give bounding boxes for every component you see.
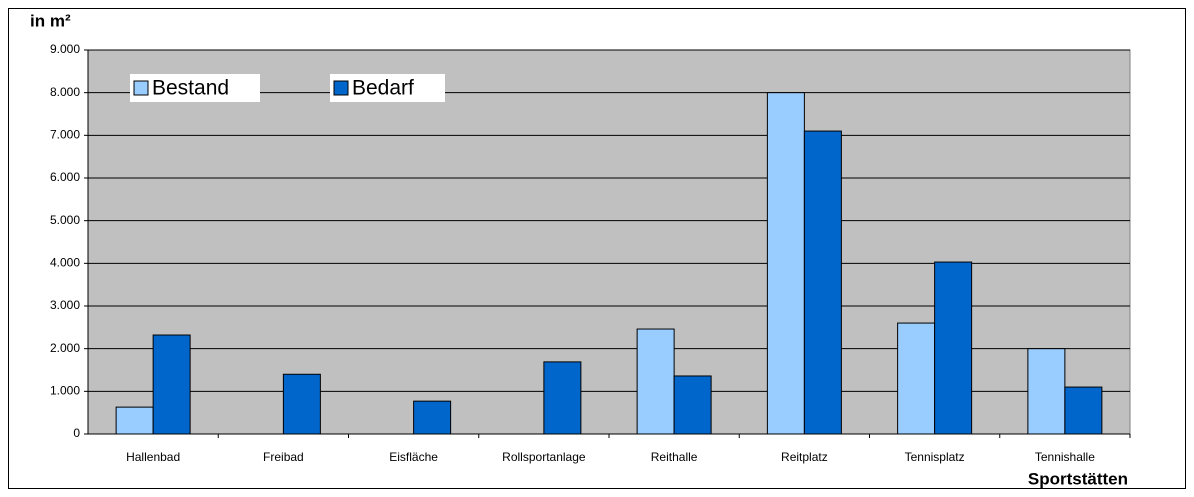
bar xyxy=(1027,348,1066,435)
legend-label: Bestand xyxy=(152,77,229,100)
bar xyxy=(413,400,452,435)
x-tick-label: Hallenbad xyxy=(126,450,180,464)
y-tick-label: 8.000 xyxy=(50,85,80,99)
x-tick-label: Rollsportanlage xyxy=(502,450,586,464)
legend-swatch xyxy=(333,80,349,96)
bar xyxy=(934,261,973,435)
x-tick-label: Reitplatz xyxy=(781,450,828,464)
y-axis-label: in m² xyxy=(30,11,71,30)
y-tick-label: 4.000 xyxy=(50,256,80,270)
y-tick-label: 6.000 xyxy=(50,170,80,184)
bar xyxy=(673,375,712,435)
y-tick-label: 1.000 xyxy=(50,384,80,398)
bar xyxy=(282,373,321,435)
bar xyxy=(897,322,936,435)
bar xyxy=(803,130,842,435)
bar xyxy=(766,92,805,435)
x-tick-label: Reithalle xyxy=(651,450,698,464)
y-tick-label: 3.000 xyxy=(50,298,80,312)
y-tick-label: 0 xyxy=(73,426,80,440)
y-tick-label: 5.000 xyxy=(50,213,80,227)
legend-label: Bedarf xyxy=(352,77,414,100)
legend-swatch xyxy=(133,80,149,96)
x-tick-label: Freibad xyxy=(263,450,304,464)
bar xyxy=(543,361,582,435)
legend-background xyxy=(330,74,445,102)
legend-background xyxy=(130,74,260,102)
bar xyxy=(1064,386,1103,435)
y-tick-label: 7.000 xyxy=(50,128,80,142)
x-tick-label: Eisfläche xyxy=(389,450,438,464)
bar xyxy=(636,328,675,435)
x-tick-label: Tennisplatz xyxy=(905,450,965,464)
x-axis-label: Sportstätten xyxy=(1028,469,1128,488)
bar xyxy=(152,334,191,435)
y-tick-label: 9.000 xyxy=(50,42,80,56)
y-tick-label: 2.000 xyxy=(50,341,80,355)
x-tick-label: Tennishalle xyxy=(1035,450,1095,464)
bar xyxy=(115,406,154,435)
plot-area xyxy=(87,49,1131,435)
